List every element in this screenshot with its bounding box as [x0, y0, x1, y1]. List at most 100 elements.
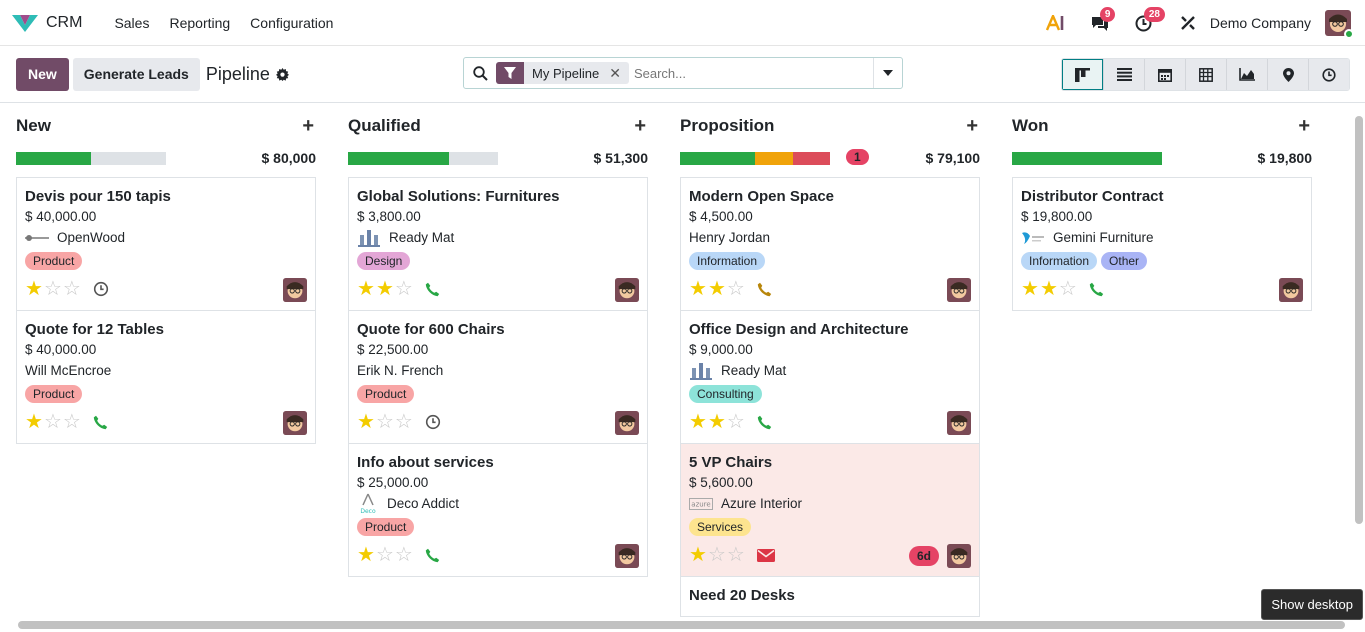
priority-star-icon[interactable]: ☆: [394, 278, 413, 300]
clock-icon[interactable]: [425, 414, 441, 430]
priority-stars[interactable]: ★ ★ ☆: [689, 412, 745, 432]
priority-star-icon[interactable]: ☆: [726, 278, 745, 300]
priority-star-icon[interactable]: ★: [357, 411, 375, 433]
company-switcher[interactable]: Demo Company: [1209, 15, 1311, 31]
salesperson-avatar-icon[interactable]: [1279, 278, 1303, 302]
priority-star-icon[interactable]: ★: [1021, 278, 1039, 300]
priority-star-icon[interactable]: ☆: [394, 544, 413, 566]
priority-star-icon[interactable]: ☆: [1058, 278, 1077, 300]
priority-star-icon[interactable]: ☆: [62, 411, 81, 433]
pivot-view-button[interactable]: [1185, 59, 1226, 90]
priority-stars[interactable]: ★ ★ ☆: [689, 279, 745, 299]
lead-card[interactable]: Need 20 Desks: [680, 577, 980, 617]
graph-view-button[interactable]: [1226, 59, 1267, 90]
activity-status[interactable]: [425, 548, 440, 563]
priority-stars[interactable]: ★ ☆ ☆: [357, 412, 413, 432]
priority-stars[interactable]: ★ ★ ☆: [357, 279, 413, 299]
search-input[interactable]: [628, 65, 873, 81]
quick-create-plus-icon[interactable]: +: [966, 114, 978, 137]
activities-button[interactable]: 28: [1122, 6, 1166, 32]
priority-star-icon[interactable]: ☆: [707, 544, 726, 566]
menu-sales[interactable]: Sales: [114, 14, 150, 31]
priority-star-icon[interactable]: ★: [707, 411, 726, 433]
priority-star-icon[interactable]: ★: [25, 411, 43, 433]
lead-card[interactable]: Global Solutions: Furnitures $ 3,800.00 …: [348, 177, 648, 311]
activity-view-button[interactable]: [1308, 59, 1349, 90]
lead-card[interactable]: Distributor Contract $ 19,800.00 Gemini …: [1012, 177, 1312, 311]
priority-star-icon[interactable]: ★: [689, 411, 707, 433]
menu-reporting[interactable]: Reporting: [169, 14, 231, 31]
ai-button[interactable]: [1034, 15, 1078, 31]
phone-icon[interactable]: [757, 282, 772, 297]
debug-button[interactable]: [1166, 15, 1210, 31]
priority-stars[interactable]: ★ ☆ ☆: [357, 545, 413, 565]
salesperson-avatar-icon[interactable]: [947, 278, 971, 302]
priority-star-icon[interactable]: ★: [25, 278, 43, 300]
priority-star-icon[interactable]: ☆: [375, 544, 394, 566]
search-facet[interactable]: My Pipeline ✕: [496, 62, 629, 84]
priority-star-icon[interactable]: ☆: [43, 278, 62, 300]
horizontal-scrollbar[interactable]: [8, 620, 1355, 630]
activity-status[interactable]: [93, 281, 109, 297]
user-avatar[interactable]: [1325, 10, 1354, 39]
activity-status[interactable]: [425, 282, 440, 297]
priority-star-icon[interactable]: ★: [707, 278, 726, 300]
salesperson-avatar-icon[interactable]: [615, 278, 639, 302]
progress-segment[interactable]: [792, 151, 830, 165]
priority-star-icon[interactable]: ★: [357, 278, 375, 300]
remove-facet-icon[interactable]: ✕: [609, 64, 621, 81]
phone-icon[interactable]: [93, 415, 108, 430]
activity-status[interactable]: [757, 415, 772, 430]
settings-button[interactable]: [275, 67, 289, 81]
priority-star-icon[interactable]: ★: [1039, 278, 1058, 300]
priority-stars[interactable]: ★ ☆ ☆: [25, 412, 81, 432]
priority-star-icon[interactable]: ★: [689, 278, 707, 300]
progress-segment[interactable]: [755, 151, 793, 165]
priority-star-icon[interactable]: ☆: [726, 544, 745, 566]
calendar-view-button[interactable]: [1144, 59, 1185, 90]
priority-star-icon[interactable]: ★: [689, 544, 707, 566]
priority-stars[interactable]: ★ ☆ ☆: [689, 545, 745, 565]
activity-status[interactable]: [757, 282, 772, 297]
lead-card[interactable]: Quote for 600 Chairs $ 22,500.00 Erik N.…: [348, 311, 648, 444]
salesperson-avatar-icon[interactable]: [615, 411, 639, 435]
priority-stars[interactable]: ★ ☆ ☆: [25, 279, 81, 299]
new-button[interactable]: New: [16, 57, 69, 91]
activity-status[interactable]: [425, 414, 441, 430]
progress-segment[interactable]: [680, 151, 755, 165]
priority-star-icon[interactable]: ☆: [726, 411, 745, 433]
priority-stars[interactable]: ★ ★ ☆: [1021, 279, 1077, 299]
progress-segment[interactable]: [348, 151, 449, 165]
progress-segment[interactable]: [1012, 151, 1162, 165]
lead-card[interactable]: Quote for 12 Tables $ 40,000.00 Will McE…: [16, 311, 316, 444]
lead-card[interactable]: Info about services $ 25,000.00 Deco Deco…: [348, 444, 648, 577]
clock-icon[interactable]: [93, 281, 109, 297]
priority-star-icon[interactable]: ☆: [394, 411, 413, 433]
salesperson-avatar-icon[interactable]: [947, 544, 971, 568]
lead-card[interactable]: 5 VP Chairs $ 5,600.00 azure Azure Interi…: [680, 444, 980, 577]
priority-star-icon[interactable]: ☆: [375, 411, 394, 433]
search-button[interactable]: [464, 65, 496, 81]
priority-star-icon[interactable]: ☆: [62, 278, 81, 300]
overdue-count-badge[interactable]: 1: [846, 149, 869, 165]
salesperson-avatar-icon[interactable]: [283, 411, 307, 435]
priority-star-icon[interactable]: ★: [357, 544, 375, 566]
phone-icon[interactable]: [1089, 282, 1104, 297]
quick-create-plus-icon[interactable]: +: [1298, 114, 1310, 137]
salesperson-avatar-icon[interactable]: [615, 544, 639, 568]
map-view-button[interactable]: [1267, 59, 1308, 90]
envelope-icon[interactable]: [756, 548, 775, 562]
priority-star-icon[interactable]: ★: [375, 278, 394, 300]
lead-card[interactable]: Modern Open Space $ 4,500.00 Henry Jorda…: [680, 177, 980, 311]
phone-icon[interactable]: [425, 548, 440, 563]
list-view-button[interactable]: [1103, 59, 1144, 90]
phone-icon[interactable]: [425, 282, 440, 297]
lead-card[interactable]: Office Design and Architecture $ 9,000.0…: [680, 311, 980, 444]
search-options-toggle[interactable]: [873, 58, 902, 88]
kanban-view-button[interactable]: [1062, 59, 1103, 90]
activity-status[interactable]: [93, 415, 108, 430]
messages-button[interactable]: 9: [1078, 7, 1122, 31]
priority-star-icon[interactable]: ☆: [43, 411, 62, 433]
vertical-scrollbar[interactable]: [1354, 106, 1364, 616]
app-logo[interactable]: CRM: [12, 13, 82, 33]
